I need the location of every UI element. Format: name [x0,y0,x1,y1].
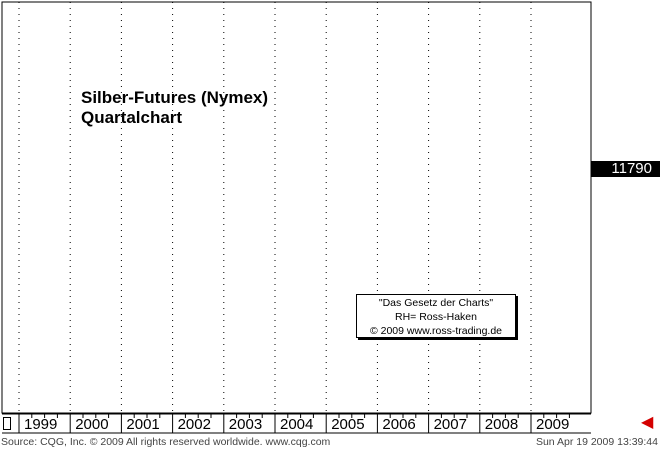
x-tick-label: 2005 [331,416,365,433]
left-arrow-icon[interactable]: ◀ [641,412,654,431]
x-tick-label: 2000 [75,416,109,433]
info-box: "Das Gesetz der Charts" RH= Ross-Haken ©… [356,294,516,338]
chart-title: Silber-Futures (Nymex) [81,88,269,107]
plot-frame [1,1,592,414]
scroll-handle-icon[interactable] [3,417,11,430]
x-tick-label: 2007 [433,416,467,433]
chart-subtitle: Quartalchart [81,108,183,127]
x-tick-label: 2006 [382,416,416,433]
x-tick-label: 2008 [484,416,519,433]
x-tick-label: 2004 [280,416,314,433]
grid [18,2,532,413]
x-tick-label: 2003 [228,416,263,433]
x-tick-label: 1999 [24,416,58,433]
x-tick-label: 2002 [177,416,211,433]
axes [1,1,592,434]
info-box-line-1: "Das Gesetz der Charts" [378,297,494,309]
info-box-line-2: RH= Ross-Haken [395,311,477,323]
last-price-label: 11790 [591,161,660,177]
footer-timestamp: Sun Apr 19 2009 13:39:44 [535,436,658,448]
info-box-line-3: © 2009 www.ross-trading.de [369,325,503,337]
x-tick-label: 2001 [126,416,160,433]
footer-source: Source: CQG, Inc. © 2009 All rights rese… [1,436,331,448]
x-tick-label: 2009 [536,416,570,433]
